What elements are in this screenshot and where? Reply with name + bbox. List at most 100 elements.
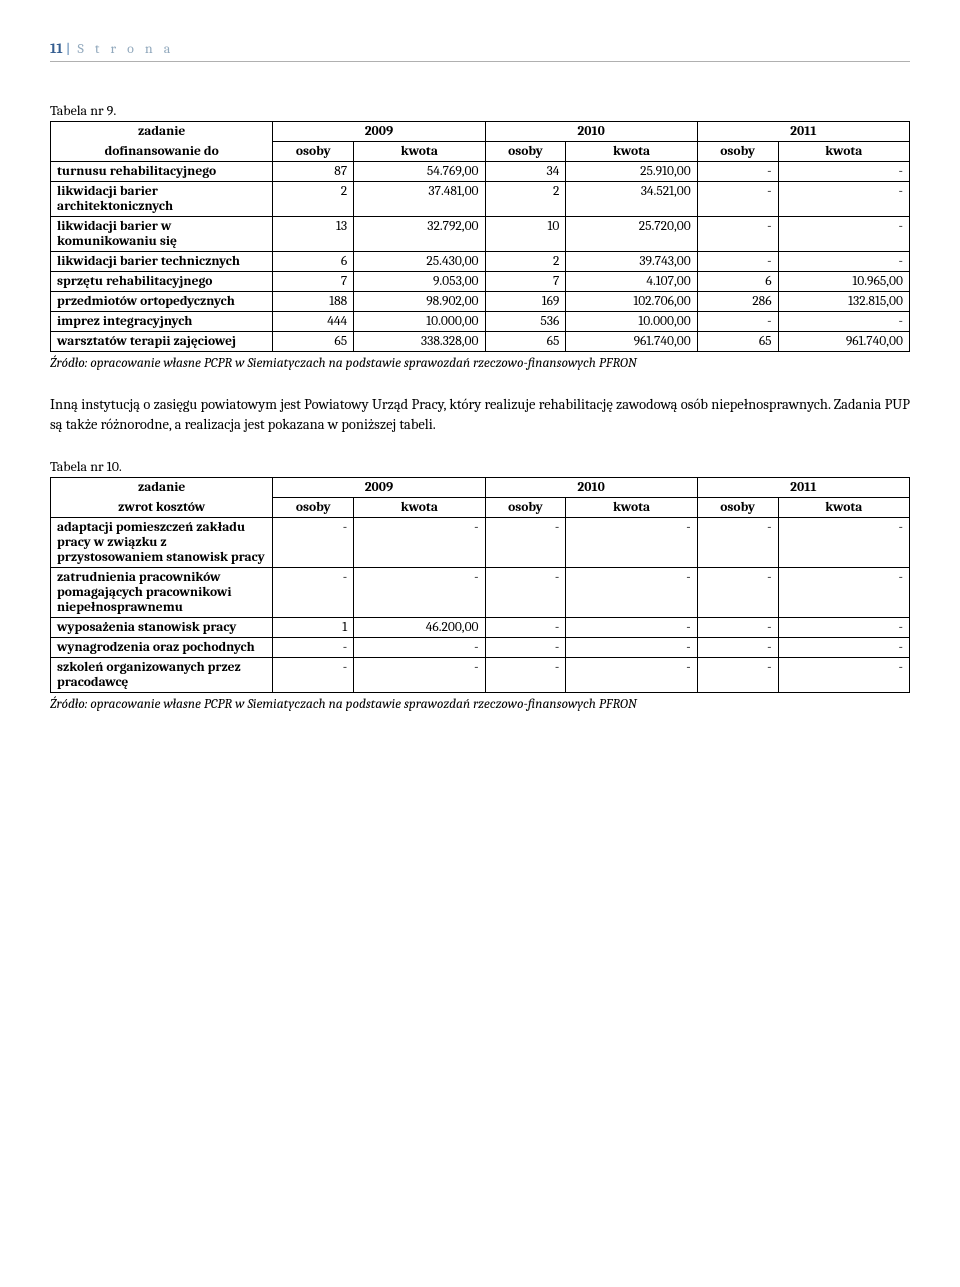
table-row: wyposażenia stanowisk pracy146.200,00---…: [51, 618, 910, 638]
cell-value: 98.902,00: [354, 292, 485, 312]
cell-value: 65: [485, 332, 566, 352]
table-row: likwidacji barier w komunikowaniu się133…: [51, 217, 910, 252]
table-row: szkoleń organizowanych przez pracodawcę -…: [51, 658, 910, 693]
table10-source: Źródło: opracowanie własne PCPR w Siemia…: [50, 697, 910, 712]
table-row: sprzętu rehabilitacyjnego79.053,0074.107…: [51, 272, 910, 292]
cell-value: -: [485, 568, 566, 618]
row-label: warsztatów terapii zajęciowej: [51, 332, 273, 352]
col-header-year: 2009: [273, 122, 485, 142]
cell-value: 7: [485, 272, 566, 292]
cell-value: 39.743,00: [566, 252, 697, 272]
cell-value: -: [778, 638, 909, 658]
col-header-osoby: osoby: [485, 142, 566, 162]
cell-value: 34.521,00: [566, 182, 697, 217]
table10: zadanie200920102011zwrot kosztówosobykwo…: [50, 477, 910, 693]
page-header-label: S t r o n a: [77, 40, 174, 57]
row-label: przedmiotów ortopedycznych: [51, 292, 273, 312]
row-label: wynagrodzenia oraz pochodnych: [51, 638, 273, 658]
cell-value: -: [273, 638, 354, 658]
cell-value: 2: [273, 182, 354, 217]
col-header-year: 2011: [697, 478, 909, 498]
cell-value: 132.815,00: [778, 292, 909, 312]
col-header-year: 2010: [485, 122, 697, 142]
cell-value: -: [566, 658, 697, 693]
cell-value: -: [566, 568, 697, 618]
cell-value: 25.430,00: [354, 252, 485, 272]
cell-value: 536: [485, 312, 566, 332]
col-header-osoby: osoby: [697, 142, 778, 162]
table-row: imprez integracyjnych44410.000,0053610.0…: [51, 312, 910, 332]
cell-value: -: [273, 568, 354, 618]
table-row: wynagrodzenia oraz pochodnych------: [51, 638, 910, 658]
col-header-kwota: kwota: [566, 498, 697, 518]
cell-value: -: [354, 568, 485, 618]
cell-value: 7: [273, 272, 354, 292]
cell-value: -: [354, 658, 485, 693]
cell-value: 65: [697, 332, 778, 352]
col-header-kwota: kwota: [778, 498, 909, 518]
cell-value: 6: [697, 272, 778, 292]
cell-value: 34: [485, 162, 566, 182]
col-header-year: 2011: [697, 122, 909, 142]
row-label: imprez integracyjnych: [51, 312, 273, 332]
cell-value: 65: [273, 332, 354, 352]
cell-value: -: [697, 182, 778, 217]
body-paragraph: Inną instytucją o zasięgu powiatowym jes…: [50, 395, 910, 434]
cell-value: 25.720,00: [566, 217, 697, 252]
col-header-osoby: osoby: [697, 498, 778, 518]
col-header-kwota: kwota: [778, 142, 909, 162]
cell-value: 54.769,00: [354, 162, 485, 182]
row-label: wyposażenia stanowisk pracy: [51, 618, 273, 638]
table10-caption: Tabela nr 10.: [50, 458, 910, 475]
cell-value: 286: [697, 292, 778, 312]
cell-value: -: [566, 518, 697, 568]
cell-value: 25.910,00: [566, 162, 697, 182]
cell-value: -: [697, 252, 778, 272]
col-header-year: 2010: [485, 478, 697, 498]
cell-value: -: [485, 618, 566, 638]
col-header-task-l1: zadanie: [51, 478, 273, 498]
col-header-task-l2: dofinansowanie do: [51, 142, 273, 162]
page-number: 11: [50, 40, 63, 57]
cell-value: 2: [485, 182, 566, 217]
cell-value: -: [778, 162, 909, 182]
cell-value: 10.000,00: [354, 312, 485, 332]
cell-value: -: [697, 312, 778, 332]
cell-value: -: [778, 518, 909, 568]
table9: zadanie200920102011dofinansowanie doosob…: [50, 121, 910, 352]
page-header: 11 | S t r o n a: [50, 40, 910, 62]
cell-value: -: [697, 618, 778, 638]
col-header-osoby: osoby: [273, 142, 354, 162]
cell-value: 9.053,00: [354, 272, 485, 292]
row-label: zatrudnienia pracowników pomagających pr…: [51, 568, 273, 618]
row-label: szkoleń organizowanych przez pracodawcę: [51, 658, 273, 693]
table-row: likwidacji barier technicznych625.430,00…: [51, 252, 910, 272]
cell-value: 961.740,00: [566, 332, 697, 352]
cell-value: 13: [273, 217, 354, 252]
cell-value: 444: [273, 312, 354, 332]
cell-value: 4.107,00: [566, 272, 697, 292]
cell-value: 10.000,00: [566, 312, 697, 332]
cell-value: 188: [273, 292, 354, 312]
col-header-kwota: kwota: [354, 142, 485, 162]
cell-value: -: [354, 518, 485, 568]
cell-value: -: [354, 638, 485, 658]
cell-value: -: [778, 618, 909, 638]
row-label: turnusu rehabilitacyjnego: [51, 162, 273, 182]
col-header-osoby: osoby: [273, 498, 354, 518]
cell-value: 10.965,00: [778, 272, 909, 292]
cell-value: 1: [273, 618, 354, 638]
cell-value: 2: [485, 252, 566, 272]
table-row: likwidacji barier architektonicznych237.…: [51, 182, 910, 217]
cell-value: -: [697, 518, 778, 568]
cell-value: -: [566, 618, 697, 638]
table-row: adaptacji pomieszczeń zakładu pracy w zw…: [51, 518, 910, 568]
cell-value: -: [778, 252, 909, 272]
cell-value: 102.706,00: [566, 292, 697, 312]
cell-value: 6: [273, 252, 354, 272]
row-label: likwidacji barier w komunikowaniu się: [51, 217, 273, 252]
table9-caption: Tabela nr 9.: [50, 102, 910, 119]
cell-value: -: [697, 658, 778, 693]
cell-value: -: [778, 658, 909, 693]
cell-value: 46.200,00: [354, 618, 485, 638]
